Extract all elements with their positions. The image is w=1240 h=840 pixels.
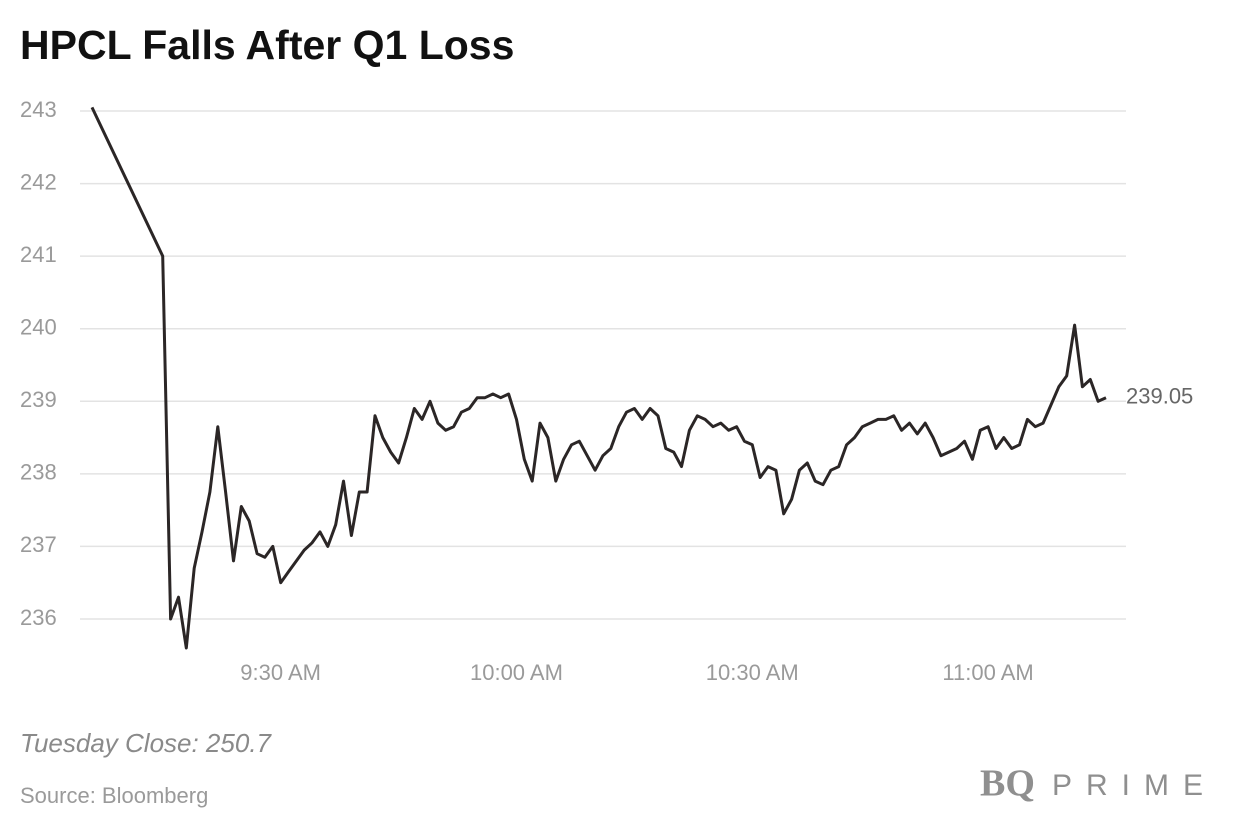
price-line xyxy=(90,106,1107,650)
source: Source: Bloomberg xyxy=(20,783,208,808)
y-tick-label: 242 xyxy=(20,169,57,194)
y-tick-label: 243 xyxy=(20,97,57,122)
y-tick-label: 237 xyxy=(20,532,57,557)
plot: 236 237 238 239 240 241 242 243 9:30 AM 10:00 AM 1… xyxy=(20,97,1193,685)
y-tick-label: 240 xyxy=(20,315,57,340)
y-tick-label: 241 xyxy=(20,242,57,267)
chart-title: HPCL Falls After Q1 Loss xyxy=(20,22,514,68)
x-tick-label: 9:30 AM xyxy=(240,660,321,685)
x-tick-label: 11:00 AM xyxy=(942,660,1033,685)
y-tick-label: 236 xyxy=(20,605,57,630)
annotation: Tuesday Close: 250.7 xyxy=(20,728,273,758)
logo-text: PRIME xyxy=(1052,769,1217,802)
x-tick-label: 10:30 AM xyxy=(706,660,799,685)
y-tick-label: 239 xyxy=(20,387,57,412)
logo-mark: BQ xyxy=(980,763,1035,805)
end-value-label: 239.05 xyxy=(1126,383,1193,408)
y-tick-label: 238 xyxy=(20,460,57,485)
x-tick-label: 10:00 AM xyxy=(470,660,563,685)
